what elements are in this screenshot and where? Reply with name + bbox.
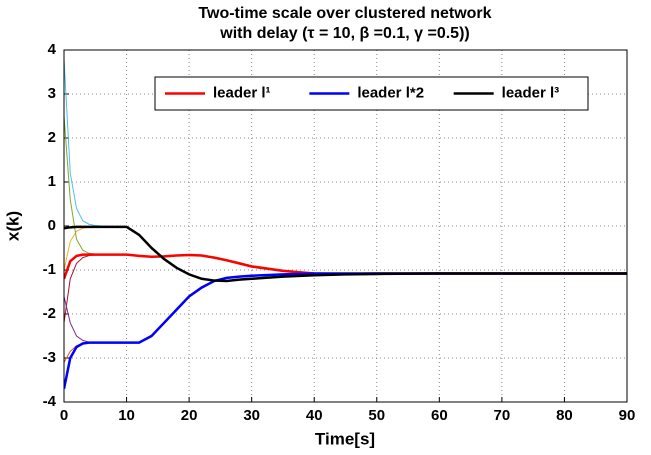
legend-box (154, 76, 589, 111)
y-tick-label: 4 (48, 41, 57, 58)
x-tick-label: 50 (368, 407, 385, 424)
legend-label: leader l*2 (357, 84, 424, 101)
x-tick-label: 0 (60, 407, 68, 424)
chart-title: with delay (τ = 10, β =0.1, γ =0.5)) (219, 25, 469, 42)
legend-label: leader l³ (502, 84, 560, 101)
x-tick-label: 30 (243, 407, 260, 424)
x-tick-label: 10 (118, 407, 135, 424)
leader-line (64, 225, 627, 283)
y-tick-label: 0 (48, 217, 56, 234)
x-tick-label: 80 (556, 407, 573, 424)
legend-label: leader l¹ (213, 84, 271, 101)
plot-frame (63, 49, 628, 403)
x-tick-label: 60 (431, 407, 448, 424)
y-tick-label: 3 (48, 85, 56, 102)
y-tick-label: -4 (43, 393, 57, 410)
x-tick-label: 90 (619, 407, 636, 424)
x-tick-label: 40 (306, 407, 323, 424)
y-axis-label: x(k) (3, 211, 22, 241)
y-tick-label: 2 (48, 129, 56, 146)
chart-title: Two-time scale over clustered network (198, 5, 491, 22)
x-tick-label: 70 (494, 407, 511, 424)
x-tick-label: 20 (181, 407, 198, 424)
y-tick-label: -1 (43, 261, 56, 278)
x-axis-label: Time[s] (315, 429, 375, 448)
y-tick-label: -2 (43, 305, 56, 322)
y-tick-label: -3 (43, 349, 56, 366)
y-tick-label: 1 (48, 173, 56, 190)
